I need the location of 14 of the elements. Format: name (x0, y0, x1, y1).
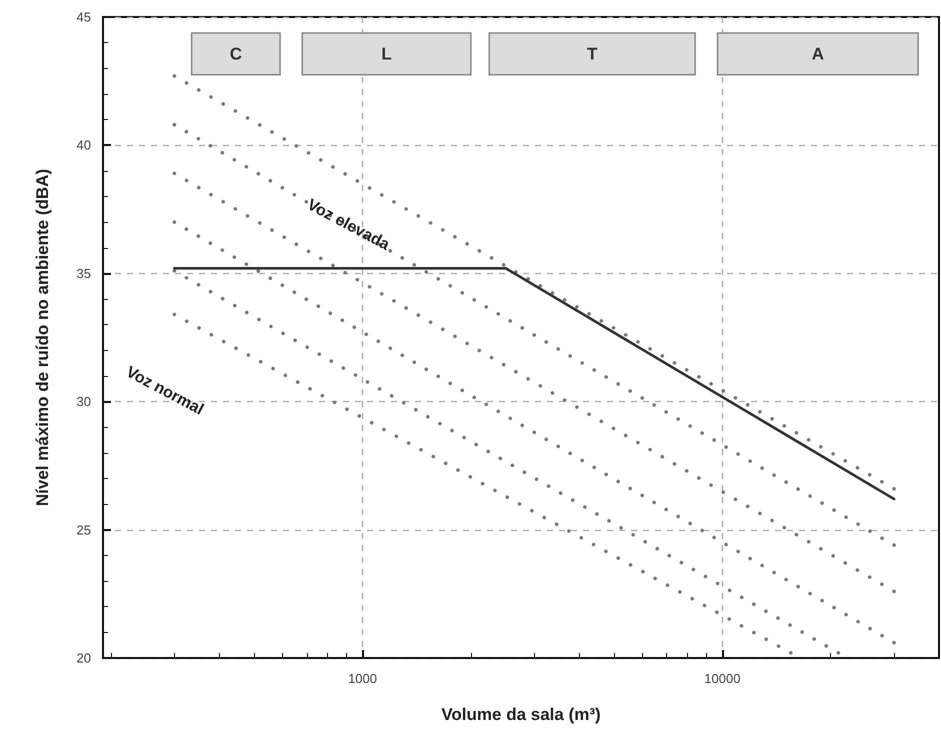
y-tick-label: 30 (76, 394, 91, 410)
y-tick-label: 40 (76, 138, 91, 153)
x-tick-label: 1000 (348, 671, 377, 686)
x-axis-title: Volume da sala (m³) (441, 705, 601, 724)
y-tick-label: 35 (76, 266, 91, 281)
band-label: A (812, 44, 824, 64)
y-tick-label: 25 (76, 522, 91, 538)
band-label: T (586, 44, 598, 64)
y-axis-title: Nível máximo de ruído no ambiente (dBA) (33, 168, 52, 506)
band-label: L (381, 44, 392, 64)
y-tick-label: 20 (76, 650, 91, 666)
y-tick-label: 45 (76, 10, 91, 24)
band-label: C (230, 44, 242, 64)
x-tick-label: 10000 (704, 671, 740, 686)
